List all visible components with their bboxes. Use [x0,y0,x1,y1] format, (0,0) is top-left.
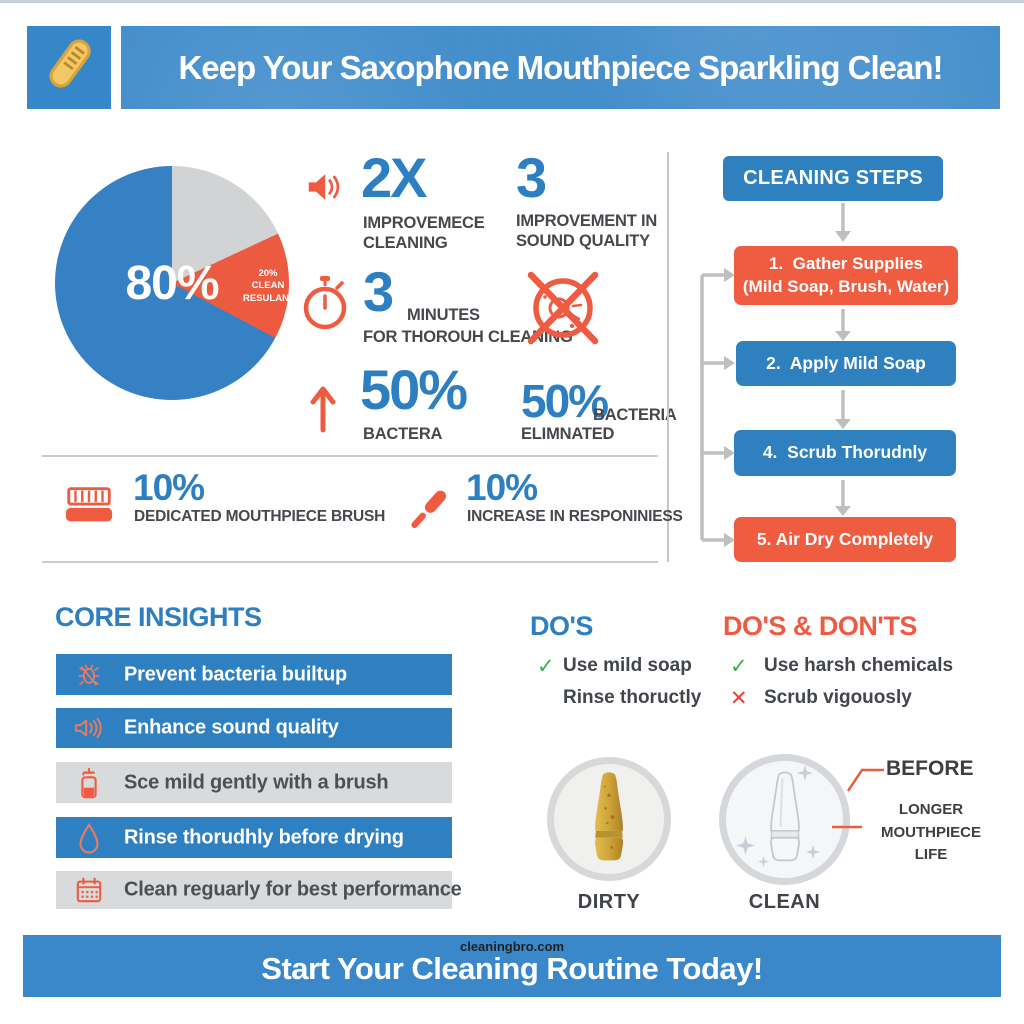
calendar-icon [74,875,104,905]
stat-50-bacteria-value: 50% [360,358,468,421]
arrow-up-icon [306,380,340,439]
dos-item-1: Use mild soap [563,655,692,676]
clean-mouthpiece-image [759,769,811,870]
donts-title: DO'S & DON'TS [723,611,917,641]
core-insights-title: CORE INSIGHTS [55,602,262,632]
substat-brush-value: 10% [133,467,205,508]
mouthpiece-logo-icon [40,32,98,103]
substat-response-value: 10% [466,467,538,508]
pie-center-value: 80% [125,256,219,310]
stat-3-minutes-value: 3 [363,260,394,323]
insight-text: Clean reguarly for best performance [124,878,462,901]
substat-brush-label: DEDICATED MOUTHPIECE BRUSH [134,508,386,525]
longer-life-label: LONGER MOUTHPIECE LIFE [880,801,981,863]
top-border-line [0,0,1024,3]
stat-50-eliminated-unit: BACTERIA [593,406,677,424]
donts-item-2: Scrub vigouosly [764,687,912,708]
check-icon: ✓ [537,654,555,678]
flow-step-2-label: 2. Apply Mild Soap [766,352,926,373]
speaker-icon [306,170,348,209]
divider-top [42,455,658,457]
check-icon: ✓ [730,654,748,678]
swab-icon [402,483,454,542]
divider-vertical [667,152,669,562]
insight-row-soap: Sce mild gently with a brush [56,762,452,803]
dos-item-2: Rinse thoructly [563,687,702,708]
clean-label: CLEAN [748,891,821,913]
sparkle-icon [736,836,755,860]
stat-3-sound-label: IMPROVEMENT IN SOUND QUALITY [516,212,658,251]
stat-3-sound-value: 3 [516,146,547,209]
flow-step-2: 2. Apply Mild Soap [736,341,956,386]
header-banner: Keep Your Saxophone Mouthpiece Sparkling… [121,26,1000,109]
insight-row-bacteria: Prevent bacteria builtup [56,654,452,695]
insight-row-rinse: Rinse thorudhly before drying [56,817,452,858]
substat-response-label: INCREASE IN RESPONINIESS [467,508,683,525]
header-logo-tile [27,26,111,109]
stat-3-minutes-unit: MINUTES [407,306,480,324]
flow-title-box: CLEANING STEPS [723,156,943,201]
insight-text: Rinse thorudhly before drying [124,826,404,848]
annotation-lines [818,757,898,846]
cross-icon: ✕ [730,686,748,710]
dirty-label: DIRTY [577,891,641,913]
stat-50-eliminated-label: ELIMNATED [521,425,615,443]
clean-mouthpiece-circle [719,754,850,885]
speaker-icon [74,713,104,743]
sparkle-icon [797,765,813,786]
flow-step-5-label: 5. Air Dry Completely [756,528,934,549]
page-title: Keep Your Saxophone Mouthpiece Sparkling… [178,48,943,86]
dirty-mouthpiece-circle [547,757,671,881]
insight-text: Sce mild gently with a brush [124,771,389,793]
stat-50-bacteria-label: BACTERA [363,425,443,443]
flow-step-5: 5. Air Dry Completely [734,517,956,562]
flow-title: CLEANING STEPS [743,167,923,189]
insight-row-sound: Enhance sound quality [56,708,452,748]
flow-step-1-label: 1. Gather Supplies (Mild Soap, Brush, Wa… [742,254,950,296]
before-label: BEFORE [886,757,974,780]
soap-bottle-icon [74,767,104,798]
footer-banner [23,935,1001,997]
flow-step-4: 4. Scrub Thorudnly [734,430,956,476]
dirty-mouthpiece-image [583,769,635,870]
flow-step-4-label: 4. Scrub Thorudnly [762,442,928,463]
stat-2x-value: 2X [361,146,427,209]
flow-step-1: 1. Gather Supplies (Mild Soap, Brush, Wa… [734,246,958,305]
donts-item-1: Use harsh chemicals [764,655,954,676]
sparkle-icon [806,845,820,864]
flow-arrows [690,195,860,570]
stopwatch-icon [299,275,351,338]
insight-text: Prevent bacteria builtup [124,663,348,685]
bacteria-icon [74,660,104,690]
dos-title: DO'S [530,611,593,641]
brush-icon [62,483,116,534]
insight-text: Enhance sound quality [124,716,339,739]
stat-2x-label: IMPROVEMECE CLEANING [363,214,485,253]
sparkle-icon [758,854,769,872]
stat-50-eliminated-value: 50% [521,375,609,427]
no-bacteria-icon [519,268,607,351]
footer-cta: Start Your Cleaning Routine Today! [261,951,763,986]
site-url: cleaningbro.com [459,939,565,954]
divider-bottom [42,561,658,563]
insight-row-schedule: Clean reguarly for best performance [56,871,462,909]
water-drop-icon [74,822,104,854]
pie-chart: 80% [55,166,289,400]
pie-slice-label: 20% CLEAN RESULANLY [243,268,301,304]
